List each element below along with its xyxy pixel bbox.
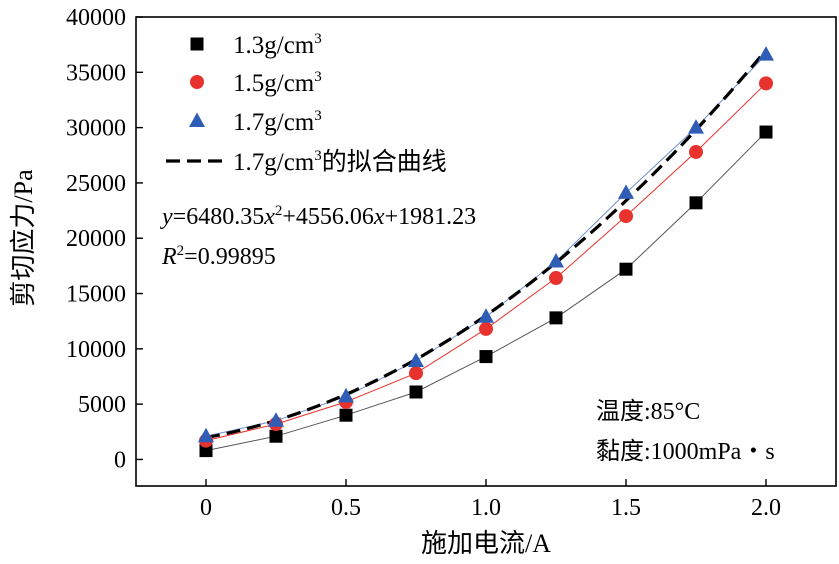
data-point-triangle (338, 387, 354, 403)
tick-labels: 0 0.5 1.0 1.5 2.0 0 5000 10000 15000 20000 25000 30… (66, 5, 781, 521)
y-tick-label: 40000 (66, 5, 126, 31)
data-point-square (759, 125, 773, 139)
plot-frame (135, 16, 837, 487)
fit-equation: y=6480.35x2+4556.06x+1981.23 (160, 203, 476, 230)
legend-triangle-icon (189, 112, 205, 127)
legend-label: 1.7g/cm3 (233, 108, 322, 136)
data-point-circle (759, 76, 773, 91)
legend-label: 1.5g/cm3 (233, 69, 322, 97)
x-tick-label: 0 (200, 495, 212, 521)
data-point-circle (549, 271, 563, 286)
data-point-square (549, 311, 563, 325)
data-point-circle (409, 366, 423, 381)
data-point-square (689, 196, 703, 210)
data-point-triangle (408, 352, 424, 368)
legend-square-icon (190, 37, 204, 51)
legend-label: 1.3g/cm3 (233, 31, 322, 59)
data-point-circle (479, 321, 493, 336)
series-markers (198, 46, 774, 458)
x-tick-label: 2.0 (751, 495, 781, 521)
x-tick-label: 1.5 (611, 495, 641, 521)
data-point-square (339, 408, 353, 422)
data-point-square (269, 429, 283, 443)
data-point-triangle (688, 119, 704, 134)
legend: 1.3g/cm3 1.5g/cm3 1.7g/cm3 1.7g/cm3的拟合曲线 (166, 31, 447, 176)
data-point-triangle (478, 308, 494, 323)
series-line-2 (205, 83, 767, 442)
y-tick-label: 5000 (78, 392, 126, 418)
data-point-triangle (548, 252, 564, 268)
y-tick-label: 15000 (66, 282, 126, 308)
temperature-label: 温度:85°C (596, 398, 700, 425)
viscosity-label: 黏度:1000mPa・s (596, 438, 775, 465)
data-point-square (479, 350, 493, 364)
x-axis-title: 施加电流/A (421, 529, 551, 558)
legend-label: 1.7g/cm3的拟合曲线 (233, 148, 447, 176)
data-point-circle (619, 209, 633, 224)
data-point-triangle (618, 184, 634, 199)
y-tick-label: 35000 (66, 60, 126, 86)
y-axis-title: 剪切应力/Pa (9, 169, 38, 307)
data-point-triangle (758, 46, 774, 61)
data-point-square (409, 385, 423, 399)
data-point-triangle (268, 412, 284, 427)
y-tick-label: 20000 (66, 226, 126, 252)
x-tick-label: 1.0 (471, 495, 501, 521)
y-tick-label: 25000 (66, 171, 126, 197)
data-point-square (199, 444, 213, 458)
y-tick-label: 0 (114, 447, 126, 473)
r-squared: R2=0.99895 (161, 243, 276, 270)
legend-circle-icon (190, 75, 204, 89)
y-tick-label: 30000 (66, 116, 126, 142)
data-point-triangle (198, 427, 214, 443)
x-tick-label: 0.5 (331, 495, 361, 521)
data-point-square (619, 262, 633, 276)
y-tick-label: 10000 (66, 337, 126, 363)
data-point-circle (689, 144, 703, 159)
